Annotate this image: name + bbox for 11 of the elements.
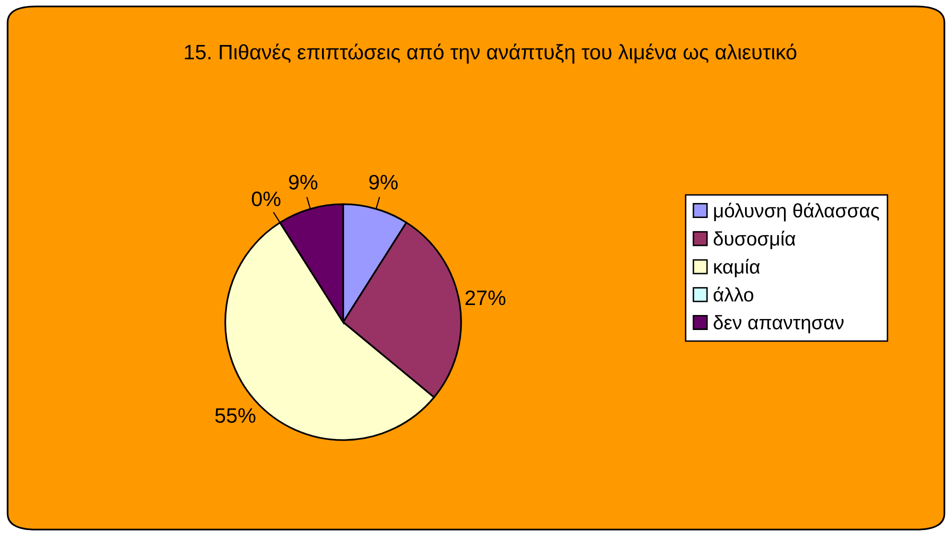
data-label: 9%: [369, 174, 398, 190]
legend-label: δυσοσμία: [714, 230, 796, 250]
legend-label: δεν απαντησαν: [714, 315, 844, 334]
data-label: 9%: [288, 174, 318, 190]
legend-label: άλλο: [714, 286, 754, 302]
text: 0%: [252, 192, 280, 206]
data-label: 55%: [215, 408, 256, 423]
chart-title: 15. Πιθανές επιπτώσεις από την ανάπτυξη του λιμένα ως αλιευτικό: [184, 44, 796, 64]
legend-label: μόλυνση θάλασσας: [714, 202, 880, 222]
data-label: 27%: [465, 290, 506, 306]
legend-label: καμία: [714, 258, 760, 278]
